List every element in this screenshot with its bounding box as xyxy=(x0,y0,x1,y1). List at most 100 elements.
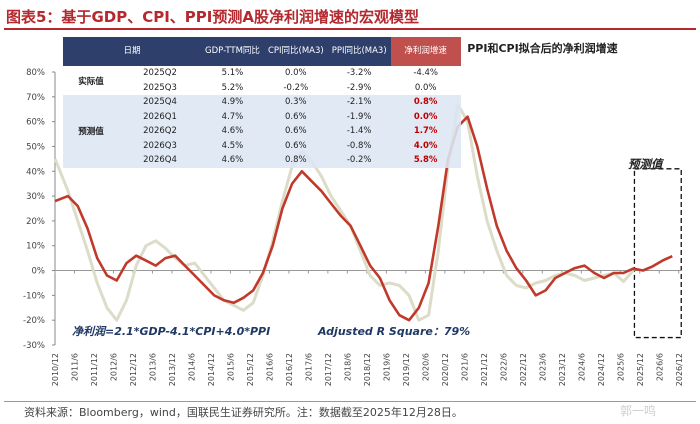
x-tick-label: 2025/12 xyxy=(636,353,645,386)
table-row: 2026Q4 4.6% 0.8% -0.2% 5.8% xyxy=(63,153,461,168)
ppi-cell: -0.2% xyxy=(346,155,372,166)
table-row: 2026Q3 4.5% 0.6% -0.8% 4.0% xyxy=(63,138,461,153)
x-tick-label: 2025/6 xyxy=(616,353,625,381)
table-header-cell: CPI同比(MA3) xyxy=(263,37,328,66)
y-tick-label: 10% xyxy=(26,242,45,252)
x-tick-label: 2026/12 xyxy=(675,353,684,386)
x-tick-label: 2014/6 xyxy=(187,353,196,381)
title-rule xyxy=(4,28,696,30)
x-tick-label: 2021/6 xyxy=(460,353,469,381)
source-note: 资料来源：Bloomberg，wind，国联民生证券研究所。注：数据截至2025… xyxy=(24,406,463,419)
date-cell: 2026Q4 xyxy=(143,155,177,166)
cpi-cell: 0.3% xyxy=(285,97,307,108)
x-tick-label: 2011/6 xyxy=(70,353,79,381)
net-profit-cell: 0.8% xyxy=(413,97,438,108)
x-tick-label: 2012/6 xyxy=(109,353,118,381)
y-tick-label: 30% xyxy=(26,192,45,202)
table-header-cell: GDP-TTM同比 xyxy=(201,37,264,66)
y-tick-label: 80% xyxy=(26,68,45,78)
net-profit-cell: 0.0% xyxy=(413,111,438,122)
x-tick-label: 2022/6 xyxy=(499,353,508,381)
x-tick-label: 2018/6 xyxy=(343,353,352,381)
ppi-cell: -0.8% xyxy=(346,140,372,151)
y-tick-label: 50% xyxy=(26,142,45,152)
cpi-cell: -0.2% xyxy=(283,82,309,93)
x-tick-label: 2023/12 xyxy=(558,353,567,386)
x-tick-label: 2020/12 xyxy=(441,353,450,386)
x-tick-label: 2017/6 xyxy=(304,353,313,381)
ppi-cell: -1.4% xyxy=(346,126,372,137)
net-profit-cell: 1.7% xyxy=(413,126,438,137)
table-header-cell: 净利润增速 xyxy=(390,37,461,66)
table-group-cell: 实际值 xyxy=(78,76,104,87)
gdp-cell: 5.2% xyxy=(221,82,244,93)
series-lines xyxy=(53,102,673,322)
table-body: 实际值 2025Q2 5.1% 0.0% -3.2% -4.4% 2025Q3 5.2% -0.… xyxy=(63,66,461,168)
x-tick-label: 2019/6 xyxy=(382,353,391,381)
formula-annotation: 净利润=2.1*GDP-4.1*CPI+4.0*PPI xyxy=(72,325,270,338)
gdp-cell: 4.5% xyxy=(221,140,244,151)
x-tick-label: 2017/12 xyxy=(324,353,333,386)
x-tick-label: 2024/6 xyxy=(577,353,586,381)
gdp-cell: 4.6% xyxy=(221,126,244,137)
x-tick-label: 2024/12 xyxy=(597,353,606,386)
x-tick-label: 2016/6 xyxy=(265,353,274,381)
x-tick-label: 2020/6 xyxy=(421,353,430,381)
table-header-cell: PPI同比(MA3) xyxy=(327,37,391,66)
table-group-cell: 预测值 xyxy=(78,127,104,138)
ppi-cell: -3.2% xyxy=(346,68,372,79)
r-square-annotation: Adjusted R Square：79% xyxy=(317,325,470,338)
date-cell: 2025Q4 xyxy=(143,97,177,108)
forecast-box xyxy=(633,168,682,339)
x-tick-label: 2021/12 xyxy=(480,353,489,386)
annotations: 净利润=2.1*GDP-4.1*CPI+4.0*PPI Adjusted R Sq… xyxy=(72,157,665,338)
ppi-cell: -1.9% xyxy=(346,111,372,122)
x-tick-label: 2012/12 xyxy=(129,353,138,386)
cpi-cell: 0.6% xyxy=(285,111,307,122)
x-tick-label: 2010/12 xyxy=(51,353,60,386)
watermark: 郭一鸣 xyxy=(620,404,657,418)
gdp-cell: 5.1% xyxy=(221,68,244,79)
x-tick-label: 2022/12 xyxy=(519,353,528,386)
gdp-cell: 4.7% xyxy=(221,111,244,122)
date-cell: 2026Q2 xyxy=(143,126,177,137)
y-tick-label: -10% xyxy=(23,291,45,301)
gdp-cell: 4.6% xyxy=(221,155,244,166)
table-row: 2025Q3 5.2% -0.2% -2.9% 0.0% xyxy=(63,81,461,96)
x-tick-label: 2014/12 xyxy=(207,353,216,386)
figure-title: 图表5：基于GDP、CPI、PPI预测A股净利润增速的宏观模型 xyxy=(6,8,419,26)
x-tick-label: 2019/12 xyxy=(402,353,411,386)
forecast-label: 预测值 xyxy=(628,157,665,171)
forecast-table: 日期 GDP-TTM同比 CPI同比(MA3) PPI同比(MA3) 净利润增速… xyxy=(63,37,461,168)
date-cell: 2026Q3 xyxy=(143,140,177,151)
y-tick-label: -30% xyxy=(23,341,45,351)
ppi-cell: -2.9% xyxy=(346,82,372,93)
y-tick-label: 60% xyxy=(26,118,45,128)
y-axis: -30% -20% -10% 0% 10% 20% 30% 40% 50% 60% 70% 80% xyxy=(23,68,56,351)
x-tick-label: 2016/12 xyxy=(285,353,294,386)
net-profit-cell: 4.0% xyxy=(413,140,438,151)
y-tick-label: 40% xyxy=(26,167,45,177)
net-profit-cell: 0.0% xyxy=(414,82,437,93)
date-cell: 2025Q2 xyxy=(143,68,177,79)
x-tick-label: 2026/6 xyxy=(655,353,664,381)
actual-profit-line xyxy=(53,102,635,322)
gdp-cell: 4.9% xyxy=(221,97,244,108)
y-tick-label: -20% xyxy=(23,316,45,326)
net-profit-cell: -4.4% xyxy=(413,68,438,79)
table-header-row: 日期 GDP-TTM同比 CPI同比(MA3) PPI同比(MA3) 净利润增速 xyxy=(63,37,461,66)
forecast-box-outline xyxy=(633,168,682,339)
ppi-cell: -2.1% xyxy=(346,97,372,108)
x-tick-label: 2018/12 xyxy=(363,353,372,386)
table-row: 2026Q2 4.6% 0.6% -1.4% 1.7% xyxy=(63,124,461,139)
x-tick-label: 2023/6 xyxy=(538,353,547,381)
y-tick-label: 0% xyxy=(32,267,46,277)
table-row: 实际值 2025Q2 5.1% 0.0% -3.2% -4.4% xyxy=(63,66,461,86)
cpi-cell: 0.6% xyxy=(285,126,307,137)
fitted-profit-line xyxy=(54,115,673,322)
y-tick-label: 20% xyxy=(26,217,45,227)
footer-rule xyxy=(4,401,696,402)
cpi-cell: 0.8% xyxy=(285,155,307,166)
table-row: 2026Q1 4.7% 0.6% -1.9% 0.0% xyxy=(63,109,461,124)
date-cell: 2025Q3 xyxy=(143,82,177,93)
